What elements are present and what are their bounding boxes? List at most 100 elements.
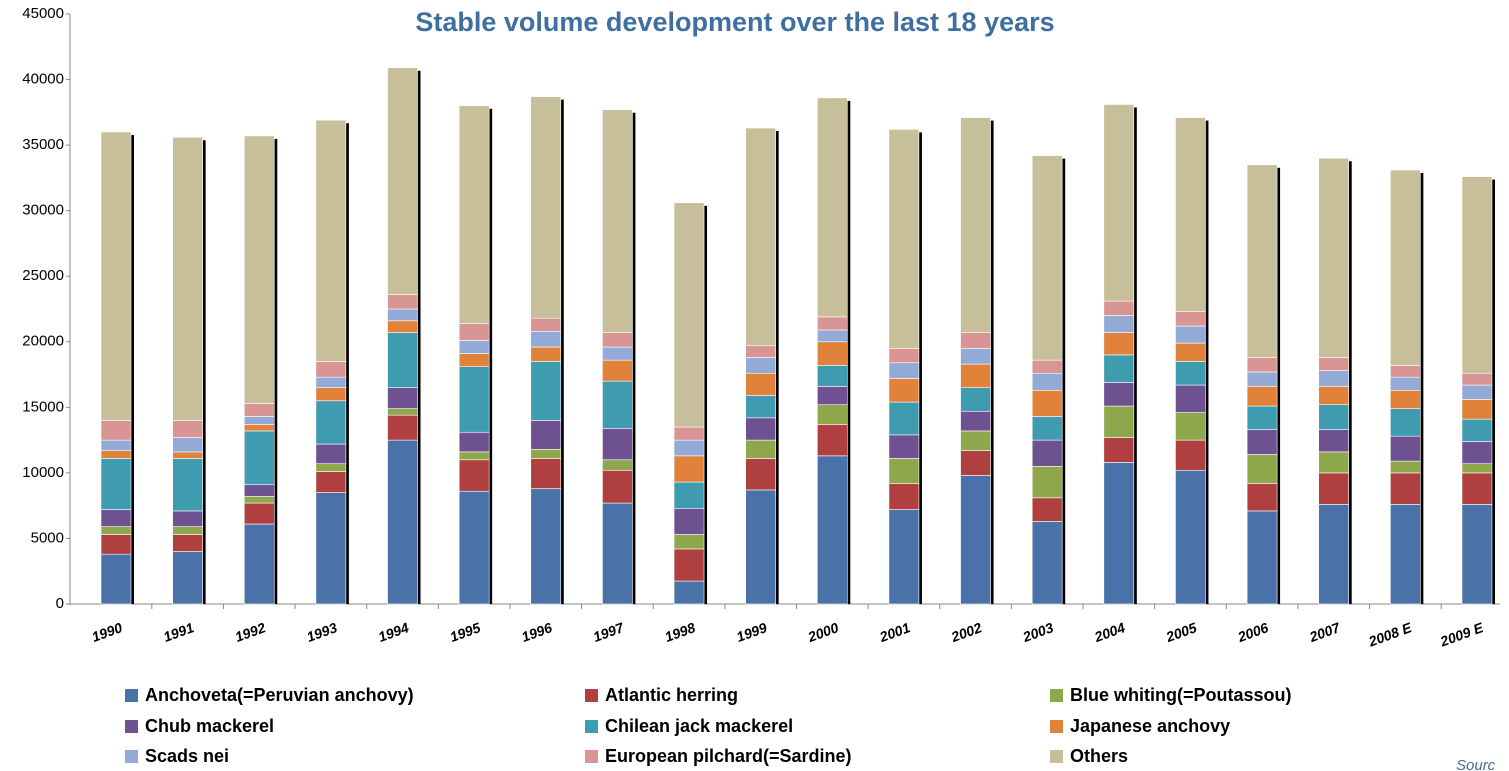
- legend-swatch: [585, 750, 598, 763]
- bar-segment: [1103, 462, 1135, 605]
- bar-segment: [1461, 418, 1493, 442]
- bar-segment: [1461, 504, 1493, 605]
- bar-segment: [816, 97, 848, 318]
- bar-segment: [960, 332, 991, 349]
- bar-segment: [1461, 463, 1493, 474]
- bar-segment: [960, 430, 991, 451]
- bar-segment: [960, 387, 991, 412]
- bar-segment: [1318, 404, 1350, 430]
- bar-segment: [673, 534, 705, 550]
- bar-segment: [602, 380, 633, 429]
- bar-segment: [172, 526, 203, 535]
- bar-segment: [960, 363, 991, 388]
- bar-segment: [458, 459, 490, 492]
- bar-segment: [243, 135, 275, 404]
- bar-segment: [888, 348, 920, 364]
- bar-segment: [315, 361, 347, 378]
- bar-segment: [745, 458, 776, 491]
- bar-segment: [1103, 300, 1135, 316]
- bar-segment: [100, 420, 132, 441]
- bar-segment: [243, 416, 275, 425]
- bar-segment: [387, 387, 418, 409]
- bar-segment: [1390, 504, 1421, 605]
- bar-segment: [100, 131, 132, 421]
- y-tick-label: 20000: [22, 333, 64, 350]
- bar-segment: [1461, 441, 1493, 465]
- bar-segment: [315, 376, 347, 388]
- bar-segment: [673, 580, 705, 605]
- bar-segment: [745, 357, 776, 374]
- bar-segment: [243, 502, 275, 525]
- x-tick-label: 1996: [519, 619, 554, 645]
- bar-segment: [530, 346, 562, 362]
- bar-segment: [1103, 354, 1135, 383]
- y-tick-label: 25000: [22, 267, 64, 284]
- bar-segment: [602, 502, 633, 605]
- bar-segment: [673, 439, 705, 457]
- y-tick-label: 45000: [22, 5, 64, 22]
- bar-segment: [100, 450, 132, 459]
- bar-segment: [387, 414, 418, 441]
- bar-segment: [673, 455, 705, 483]
- bar-segment: [602, 459, 633, 471]
- x-tick-label: 2003: [1020, 619, 1056, 645]
- bar-segment: [1246, 371, 1278, 387]
- bar-segment: [888, 483, 920, 510]
- legend-label: Chilean jack mackerel: [605, 716, 793, 736]
- bar-segment: [1103, 405, 1135, 438]
- x-tick-label: 1999: [734, 619, 769, 645]
- bar-segment: [1318, 157, 1350, 358]
- bar-segment: [1461, 372, 1493, 386]
- bar-shadow: [632, 112, 636, 604]
- bar-segment: [1031, 155, 1063, 361]
- bar-segment: [1390, 472, 1421, 505]
- bar-segment: [1031, 389, 1063, 417]
- x-tick-label: 1993: [304, 619, 339, 645]
- bar-segment: [1390, 408, 1421, 437]
- bar-segment: [1390, 365, 1421, 378]
- legend-swatch: [125, 689, 138, 702]
- legend-label: Scads nei: [145, 746, 229, 766]
- bar-segment: [530, 361, 562, 421]
- bar-segment: [530, 458, 562, 489]
- x-tick-label: 1998: [663, 619, 698, 645]
- bar-segment: [888, 129, 920, 349]
- legend-label: Atlantic herring: [605, 685, 738, 705]
- bar-segment: [387, 408, 418, 416]
- bar-segment: [745, 372, 776, 396]
- bar-segment: [1246, 405, 1278, 430]
- bar-segment: [1031, 439, 1063, 467]
- bar-segment: [1175, 342, 1206, 362]
- bar-shadow: [417, 70, 421, 604]
- bar-segment: [1103, 315, 1135, 333]
- bar-shadow: [345, 123, 349, 604]
- bar-segment: [1103, 104, 1135, 302]
- bar-segment: [1246, 386, 1278, 407]
- bar-segment: [387, 320, 418, 333]
- bar-segment: [1318, 386, 1350, 406]
- bar-segment: [602, 359, 633, 382]
- bar-shadow: [1420, 173, 1424, 604]
- bar-segment: [960, 450, 991, 476]
- bar-segment: [1175, 117, 1206, 312]
- bar-segment: [816, 455, 848, 605]
- legend-swatch: [125, 750, 138, 763]
- bar-segment: [1175, 325, 1206, 344]
- bar-segment: [1318, 357, 1350, 371]
- bar-segment: [458, 490, 490, 605]
- bar-segment: [602, 332, 633, 348]
- bar-shadow: [131, 135, 134, 604]
- bar-segment: [172, 451, 203, 459]
- x-tick-label: 2008 E: [1366, 619, 1415, 650]
- bar-segment: [673, 507, 705, 535]
- bar-segment: [387, 294, 418, 310]
- bar-segment: [1390, 169, 1421, 366]
- bar-segment: [1031, 466, 1063, 499]
- bar-segment: [100, 458, 132, 510]
- bar-segment: [888, 401, 920, 436]
- x-tick-label: 2006: [1235, 619, 1271, 645]
- bar-segment: [315, 387, 347, 402]
- bar-shadow: [1277, 167, 1281, 604]
- x-tick-label: 2009 E: [1437, 619, 1486, 650]
- bar-segment: [530, 96, 562, 319]
